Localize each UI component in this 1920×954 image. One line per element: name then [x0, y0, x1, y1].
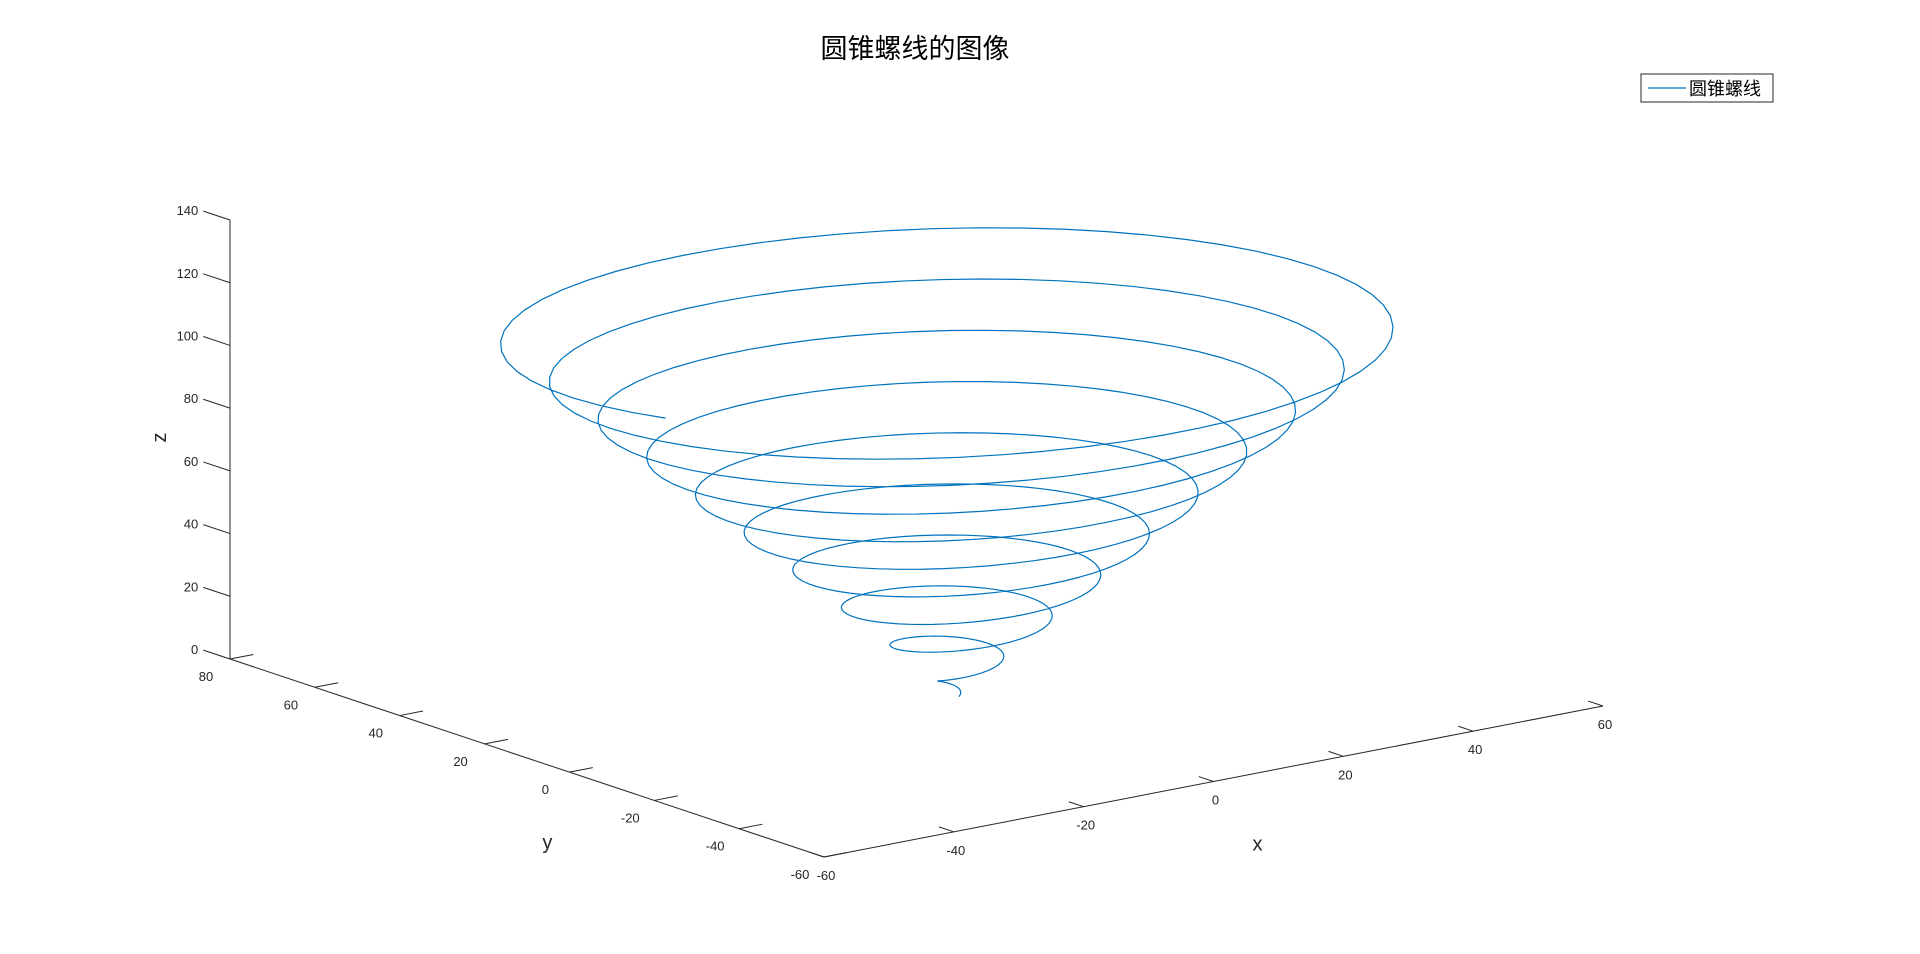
x-tick-mark: [1328, 750, 1344, 757]
y-tick-label: 0: [542, 782, 549, 797]
y-axis-line: [229, 658, 825, 858]
y-tick-label: 60: [284, 697, 298, 712]
z-tick-label: 140: [177, 203, 199, 218]
x-axis-title: x: [1253, 834, 1263, 856]
z-tick-mark: [203, 398, 231, 409]
z-tick-mark: [203, 586, 231, 597]
x-tick-label: 20: [1338, 767, 1352, 782]
x-tick-mark: [1198, 776, 1214, 782]
z-tick-label: 0: [191, 642, 198, 657]
y-tick-label: 80: [199, 669, 213, 684]
x-tick-mark: [938, 826, 954, 833]
x-tick-label: -40: [946, 843, 965, 858]
y-tick-mark: [654, 795, 678, 801]
z-tick-label: 20: [184, 579, 198, 594]
x-tick-label: -20: [1076, 818, 1095, 833]
y-tick-label: 40: [368, 726, 382, 741]
z-axis-title: z: [149, 433, 171, 443]
x-tick-label: 60: [1598, 717, 1612, 732]
y-tick-label: -20: [621, 810, 640, 825]
x-tick-mark: [808, 851, 825, 858]
axes: -60-40-200204060-60-40-20020406080020406…: [149, 203, 1612, 883]
y-tick-mark: [739, 823, 763, 830]
z-tick-mark: [203, 524, 231, 535]
y-tick-mark: [314, 682, 339, 688]
y-tick-mark: [399, 710, 424, 717]
z-tick-mark: [203, 649, 231, 660]
chart-title: 圆锥螺线的图像: [821, 34, 1010, 65]
y-axis-title: y: [542, 832, 552, 854]
x-tick-mark: [1068, 801, 1084, 808]
z-tick-label: 120: [177, 266, 199, 281]
x-tick-mark: [1458, 725, 1474, 732]
y-tick-mark: [823, 851, 848, 858]
series-line-conical-helix: [500, 227, 1394, 698]
x-tick-label: 40: [1468, 742, 1482, 757]
x-tick-label: -60: [817, 868, 836, 883]
z-tick-mark: [203, 273, 231, 284]
z-tick-label: 100: [177, 329, 199, 344]
plot-area: [500, 227, 1394, 698]
y-tick-mark: [229, 653, 254, 660]
legend: 圆锥螺线: [1640, 73, 1774, 103]
z-tick-label: 60: [184, 454, 198, 469]
z-tick-label: 80: [184, 391, 198, 406]
legend-entry-label: 圆锥螺线: [1689, 79, 1761, 100]
z-tick-label: 40: [184, 517, 198, 532]
z-tick-mark: [203, 336, 231, 346]
y-tick-label: 20: [453, 754, 467, 769]
y-tick-mark: [484, 738, 509, 745]
y-tick-mark: [569, 767, 593, 773]
z-tick-mark: [203, 461, 231, 472]
x-tick-label: 0: [1212, 793, 1219, 808]
x-tick-mark: [1587, 700, 1604, 707]
y-tick-label: -60: [791, 867, 810, 882]
y-tick-label: -40: [706, 839, 725, 854]
z-tick-mark: [203, 210, 231, 221]
